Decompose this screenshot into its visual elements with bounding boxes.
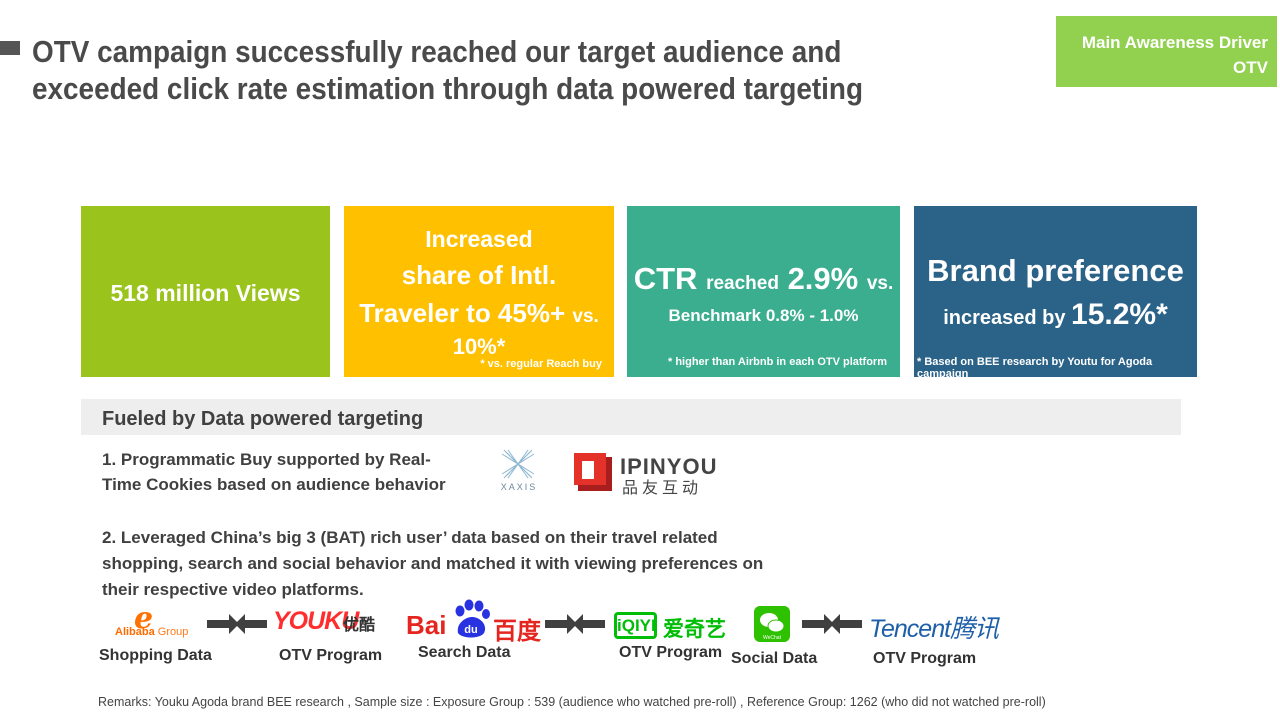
- main-awareness-driver-badge: Main Awareness Driver OTV: [1056, 16, 1277, 87]
- targeting-heading: Fueled by Data powered targeting: [81, 399, 1181, 435]
- title-line-2: exceeded click rate estimation through d…: [32, 71, 864, 106]
- kpi-views-value: 518 million Views: [110, 280, 301, 306]
- baidu-logo-text: Bai: [406, 610, 447, 640]
- kpi-share-card: Increased share of Intl. Traveler to 45%…: [344, 206, 614, 377]
- alibaba-group: Group: [157, 626, 189, 638]
- title-marker: [0, 41, 20, 55]
- kpi-brand-card: Brand preference increased by 15.2%* * B…: [914, 206, 1197, 380]
- ipinyou-logo-text: IPINYOU: [620, 454, 718, 479]
- targeting-point-1: 1. Programmatic Buy supported by Real- T…: [102, 447, 462, 497]
- kpi-share-footnote: * vs. regular Reach buy: [480, 358, 602, 370]
- kpi-share-line-1: Increased: [425, 226, 533, 252]
- caption-otv-program-2: OTV Program: [619, 644, 723, 661]
- kpi-brand-footnote: * Based on BEE research by Youtu for Ago…: [917, 356, 1153, 380]
- kpi-share-line-2: share of Intl.: [401, 260, 557, 290]
- alibaba-logo-text: Alibaba Group: [115, 626, 188, 638]
- point-1-line-1: 1. Programmatic Buy supported by Real-: [102, 450, 431, 469]
- kpi-ctr-line-1: CTR reached 2.9% vs.: [627, 261, 900, 297]
- title-line-1: OTV campaign successfully reached our ta…: [32, 34, 842, 69]
- caption-social-data: Social Data: [731, 650, 818, 667]
- ipinyou-logo-chinese: 品友互动: [622, 480, 703, 497]
- remarks-footnote: Remarks: Youku Agoda brand BEE research …: [98, 695, 1046, 709]
- caption-shopping-data: Shopping Data: [99, 647, 212, 664]
- point-2-line-3: their respective video platforms.: [102, 580, 364, 599]
- youku-logo-chinese: 优酷: [343, 617, 376, 634]
- kpi-brand-value: 15.2%*: [1071, 298, 1168, 331]
- ipinyou-logo-icon: [574, 453, 612, 491]
- baidu-paw-icon: du: [455, 599, 490, 638]
- iqiyi-logo-text: iQIYI: [614, 612, 657, 639]
- kpi-views-card: 518 million Views: [81, 206, 330, 377]
- alibaba-logo-icon: e: [134, 601, 154, 636]
- point-2-line-2: shopping, search and social behavior and…: [102, 554, 764, 573]
- kpi-share-vs: vs.: [572, 306, 599, 327]
- kpi-share-line-4: 10%*: [452, 334, 506, 359]
- kpi-ctr-footnote: * higher than Airbnb in each OTV platfor…: [668, 356, 887, 368]
- kpi-ctr-card: CTR reached 2.9% vs. Benchmark 0.8% - 1.…: [627, 206, 900, 377]
- baidu-du-text: du: [464, 624, 477, 636]
- caption-search-data: Search Data: [418, 644, 511, 661]
- double-arrow-icon: [802, 614, 862, 634]
- iqiyi-logo-chinese: 爱奇艺: [663, 618, 726, 641]
- xaxis-logo-icon: [501, 449, 535, 479]
- kpi-brand-line-2: increased by 15.2%*: [914, 298, 1197, 332]
- double-arrow-icon: [545, 614, 605, 634]
- driver-channel: OTV: [1233, 58, 1268, 77]
- kpi-ctr-benchmark: Benchmark 0.8% - 1.0%: [668, 306, 859, 325]
- caption-otv-program-1: OTV Program: [279, 647, 383, 664]
- tencent-logo-text: Tencent腾讯: [869, 615, 999, 643]
- kpi-ctr-label: CTR: [633, 261, 698, 296]
- wechat-logo-icon: WeChat: [754, 606, 790, 642]
- kpi-ctr-value: 2.9%: [787, 261, 859, 296]
- xaxis-logo-text: XAXIS: [500, 482, 538, 492]
- alibaba-name: Alibaba: [115, 626, 155, 638]
- kpi-share-line-3: Traveler to 45%+ vs.: [344, 298, 614, 329]
- double-arrow-icon: [207, 614, 267, 634]
- point-1-line-2: Time Cookies based on audience behavior: [102, 475, 446, 494]
- baidu-logo-chinese: 百度: [493, 618, 541, 645]
- wechat-label: WeChat: [763, 635, 782, 641]
- kpi-brand-increased: increased by: [943, 307, 1066, 329]
- kpi-ctr-reached: reached: [706, 273, 779, 294]
- youku-logo-text: YOUKU: [273, 607, 359, 635]
- page-title: OTV campaign successfully reached our ta…: [32, 33, 932, 107]
- targeting-point-2: 2. Leveraged China’s big 3 (BAT) rich us…: [102, 525, 782, 603]
- kpi-ctr-vs: vs.: [866, 273, 894, 294]
- point-2-line-1: 2. Leveraged China’s big 3 (BAT) rich us…: [102, 528, 718, 547]
- kpi-share-value: Traveler to 45%+: [359, 298, 566, 328]
- caption-otv-program-3: OTV Program: [873, 650, 977, 667]
- driver-label: Main Awareness Driver: [1081, 33, 1268, 52]
- kpi-brand-line-1: Brand preference: [927, 253, 1184, 288]
